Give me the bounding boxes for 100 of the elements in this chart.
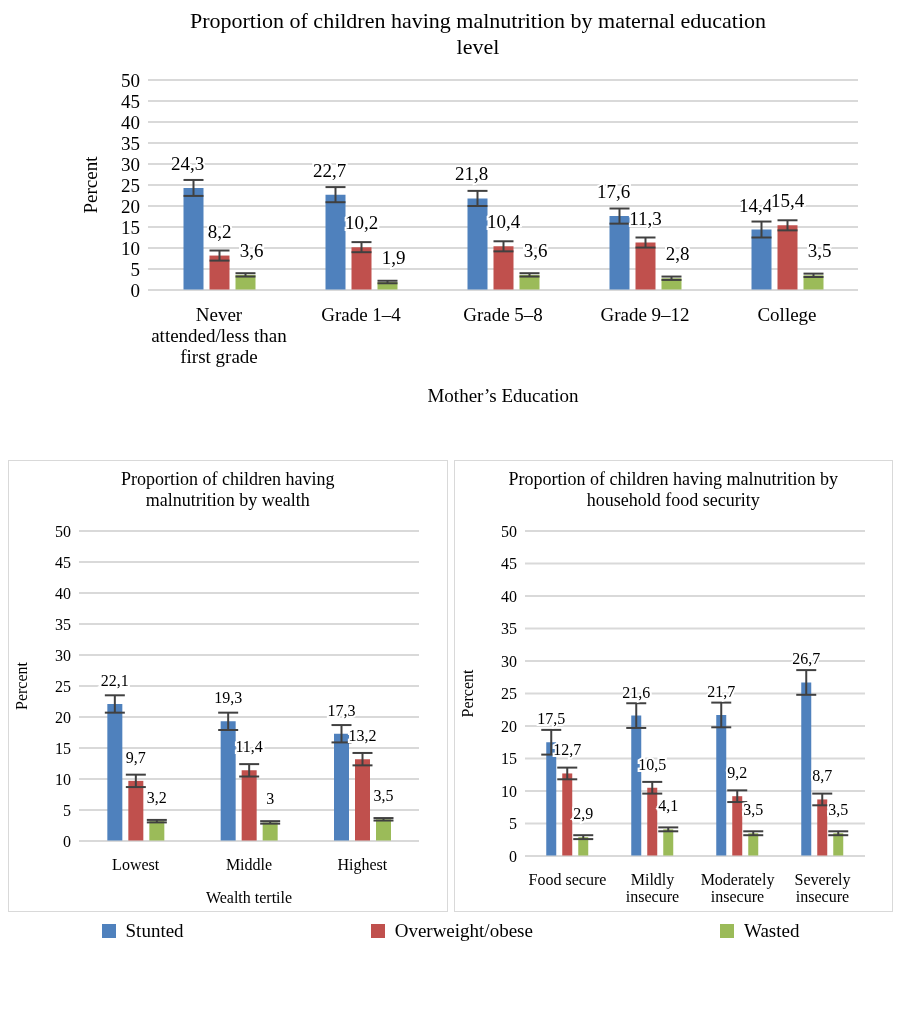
data-label: 26,7 xyxy=(791,650,820,668)
bar xyxy=(545,742,556,856)
y-tick-label: 25 xyxy=(500,685,517,703)
bar xyxy=(609,216,630,290)
x-tick-label: Mildly insecure xyxy=(625,870,679,906)
y-axis-title: Percent xyxy=(12,661,30,710)
bar xyxy=(646,787,657,856)
y-tick-label: 15 xyxy=(500,750,517,768)
data-label: 3 xyxy=(266,790,275,808)
data-label: 21,7 xyxy=(706,682,735,700)
bar xyxy=(715,714,726,856)
bar xyxy=(751,229,772,290)
bar xyxy=(561,773,572,856)
data-label: 17,3 xyxy=(327,701,356,719)
bar xyxy=(351,247,372,290)
y-tick-label: 50 xyxy=(500,522,517,540)
legend-label: Overweight/obese xyxy=(394,920,533,942)
x-tick-label: Severely insecure xyxy=(794,870,850,906)
data-label: 2,8 xyxy=(665,243,690,265)
y-tick-label: 40 xyxy=(121,111,140,133)
x-tick-label: Food secure xyxy=(528,870,606,888)
data-label: 11,4 xyxy=(235,738,263,756)
y-tick-label: 0 xyxy=(63,832,71,850)
y-tick-label: 45 xyxy=(500,555,517,573)
y-tick-label: 45 xyxy=(55,553,71,571)
y-tick-label: 25 xyxy=(121,174,140,196)
data-label: 22,7 xyxy=(312,159,347,181)
y-tick-label: 50 xyxy=(121,69,140,91)
data-label: 10,4 xyxy=(486,211,521,233)
data-label: 3,5 xyxy=(827,801,848,819)
data-label: 11,3 xyxy=(629,207,662,229)
data-label: 9,7 xyxy=(125,748,146,766)
chart-title: Proportion of children having malnutrition by wealth xyxy=(120,469,336,511)
y-tick-label: 45 xyxy=(121,90,140,112)
chart-title: Proportion of children having malnutrition by household food security xyxy=(507,469,839,511)
data-label: 1,9 xyxy=(381,247,406,269)
y-axis-title: Percent xyxy=(458,668,476,718)
bar xyxy=(493,246,514,290)
y-tick-label: 50 xyxy=(55,522,71,540)
y-tick-label: 30 xyxy=(55,646,71,664)
y-tick-label: 40 xyxy=(500,587,517,605)
y-tick-label: 0 xyxy=(508,847,517,865)
data-label: 21,6 xyxy=(621,683,650,701)
y-tick-label: 5 xyxy=(130,258,140,280)
bar xyxy=(816,799,827,856)
y-tick-label: 35 xyxy=(55,615,71,633)
data-label: 8,2 xyxy=(207,220,232,242)
y-tick-label: 40 xyxy=(55,584,71,602)
y-tick-label: 35 xyxy=(121,132,140,154)
y-tick-label: 20 xyxy=(121,195,140,217)
data-label: 21,8 xyxy=(454,163,489,185)
data-label: 24,3 xyxy=(170,152,205,174)
data-label: 3,5 xyxy=(807,240,832,262)
bar xyxy=(630,715,641,856)
x-tick-label: Middle xyxy=(225,855,273,873)
y-tick-label: 5 xyxy=(508,815,517,833)
x-tick-label: Lowest xyxy=(112,855,160,873)
bar xyxy=(241,770,257,841)
x-tick-label: College xyxy=(757,304,817,326)
y-tick-label: 10 xyxy=(55,770,71,788)
y-tick-label: 15 xyxy=(121,216,140,238)
data-label: 17,5 xyxy=(536,710,565,728)
y-tick-label: 20 xyxy=(500,717,517,735)
x-axis-title: Wealth tertile xyxy=(205,889,293,906)
data-label: 3,6 xyxy=(239,239,264,261)
data-label: 8,7 xyxy=(811,767,832,785)
data-label: 3,5 xyxy=(373,787,394,805)
y-tick-label: 35 xyxy=(500,620,517,638)
x-tick-label: Highest xyxy=(337,855,388,874)
data-label: 10,2 xyxy=(344,212,379,234)
bar xyxy=(800,682,811,856)
bar xyxy=(128,780,144,841)
data-label: 2,9 xyxy=(572,805,593,823)
data-label: 3,6 xyxy=(523,239,548,261)
bar xyxy=(635,242,656,290)
chart-title: Proportion of children having malnutrition by maternal education level xyxy=(188,8,768,60)
y-tick-label: 30 xyxy=(121,153,140,175)
bar xyxy=(183,187,204,290)
y-tick-label: 25 xyxy=(55,677,71,695)
data-label: 17,6 xyxy=(596,181,631,203)
data-label: 14,4 xyxy=(738,194,773,216)
bar xyxy=(220,721,236,841)
data-label: 3,2 xyxy=(146,789,167,807)
y-tick-label: 5 xyxy=(63,801,71,819)
y-tick-label: 0 xyxy=(130,279,140,301)
bar xyxy=(731,796,742,856)
legend-label: Wasted xyxy=(743,920,800,942)
y-axis-title: Percent xyxy=(79,155,101,214)
legend-label: Stunted xyxy=(125,920,184,942)
bar xyxy=(325,194,346,290)
data-label: 4,1 xyxy=(657,797,678,815)
y-tick-label: 20 xyxy=(55,708,71,726)
x-tick-label: Grade 5–8 xyxy=(463,304,543,326)
bar xyxy=(355,759,370,841)
y-tick-label: 10 xyxy=(121,237,140,259)
bar xyxy=(777,225,798,290)
data-label: 13,2 xyxy=(348,727,377,745)
data-label: 22,1 xyxy=(100,671,129,689)
y-tick-label: 30 xyxy=(500,652,517,670)
bar xyxy=(467,198,488,290)
